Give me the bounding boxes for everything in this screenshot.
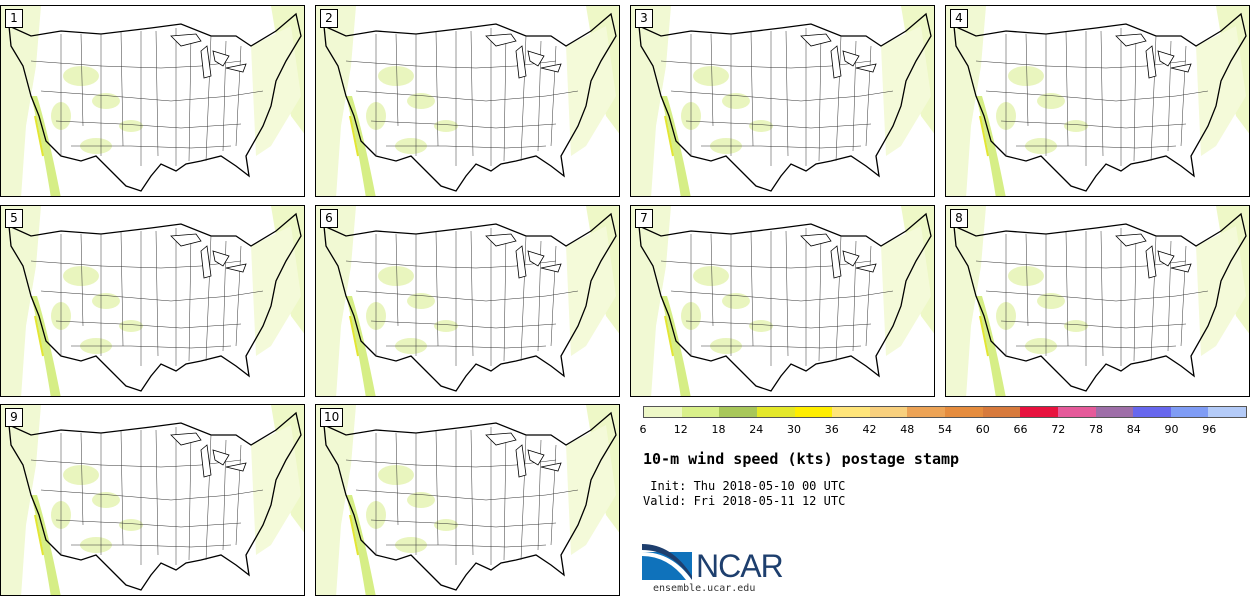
member-panel-1: 1 [0,5,305,197]
member-panel-9: 9 [0,404,305,596]
colorbar-swatch [832,407,870,417]
member-panel-6: 6 [315,205,620,397]
colorbar-swatch [869,407,908,417]
member-label: 7 [635,209,653,228]
colorbar-swatch [794,407,833,417]
colorbar-swatch [1020,407,1058,417]
map-1 [1,6,304,196]
colorbar-tick-label: 48 [900,423,915,436]
colorbar-tick-label: 6 [639,423,647,436]
map-10 [316,405,619,595]
colorbar-tick-label: 78 [1089,423,1103,436]
colorbar-swatch [1133,407,1171,417]
colorbar-tick-label: 18 [711,423,726,436]
colorbar-tick-label: 72 [1051,423,1066,436]
member-label: 10 [320,408,344,427]
colorbar-legend: 6 12 18 24 30 36 42 48 54 60 66 72 78 84 90 96 [639,406,1260,439]
member-panel-8: 8 [945,205,1250,397]
colorbar-tick-label: 30 [787,423,801,436]
member-label: 6 [320,209,338,228]
colorbar-tick-label: 36 [824,423,839,436]
colorbar [643,406,1247,418]
colorbar-swatch [756,407,795,417]
colorbar-swatch [907,407,945,417]
colorbar-tick-label: 60 [975,423,990,436]
colorbar-tick-label: 84 [1126,423,1141,436]
member-panel-10: 10 [315,404,620,596]
map-9 [1,405,304,595]
member-label: 3 [635,9,653,28]
member-panel-4: 4 [945,5,1250,197]
ncar-logo-icon [642,540,694,584]
init-time: Init: Thu 2018-05-10 00 UTC [643,479,846,493]
colorbar-swatch [945,407,983,417]
colorbar-swatch [1170,407,1209,417]
map-2 [316,6,619,196]
colorbar-tick-label: 66 [1013,423,1028,436]
colorbar-swatch [982,407,1021,417]
member-panel-2: 2 [315,5,620,197]
map-6 [316,206,619,396]
plot-title: 10-m wind speed (kts) postage stamp [643,450,960,468]
member-label: 4 [950,9,968,28]
colorbar-swatch [1208,407,1246,417]
map-8 [946,206,1249,396]
colorbar-tick-label: 42 [862,423,877,436]
colorbar-tick-label: 24 [749,423,764,436]
colorbar-swatch [1057,407,1096,417]
member-panel-3: 3 [630,5,935,197]
member-label: 9 [5,408,23,427]
member-label: 8 [950,209,968,228]
colorbar-tick-label: 90 [1164,423,1179,436]
map-4 [946,6,1249,196]
map-3 [631,6,934,196]
colorbar-tick-label: 96 [1202,423,1217,436]
colorbar-swatch [681,407,720,417]
map-7 [631,206,934,396]
colorbar-swatch [719,407,757,417]
member-label: 5 [5,209,23,228]
colorbar-tick-label: 12 [673,423,688,436]
colorbar-swatch [644,407,682,417]
colorbar-tick-label: 54 [938,423,952,436]
member-label: 2 [320,9,338,28]
member-panel-7: 7 [630,205,935,397]
colorbar-ticks: 6 12 18 24 30 36 42 48 54 60 66 72 78 84 90 96 [639,423,1260,439]
logo-url: ensemble.ucar.edu [653,583,756,594]
valid-time: Valid: Fri 2018-05-11 12 UTC [643,494,846,508]
map-5 [1,206,304,396]
logo-wordmark: NCAR [696,548,784,584]
colorbar-swatch [1095,407,1134,417]
member-panel-5: 5 [0,205,305,397]
member-label: 1 [5,9,23,28]
